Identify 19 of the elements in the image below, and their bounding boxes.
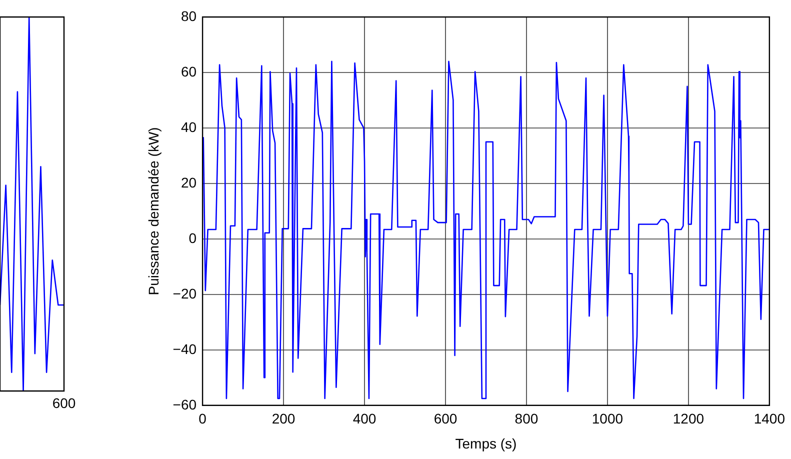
- y-tick-label: 0: [188, 230, 197, 246]
- x-tick-label: 800: [514, 410, 538, 427]
- y-tick-label: −40: [172, 340, 197, 357]
- text: 600: [52, 394, 76, 411]
- y-tick-label: −60: [172, 396, 197, 412]
- x-tick-label: 200: [272, 410, 296, 427]
- x-tick-label: 1200: [672, 410, 704, 427]
- x-tick-label: 1000: [592, 410, 624, 427]
- x-tick-label: 0: [198, 410, 207, 427]
- x-axis-title: Temps (s): [455, 435, 517, 452]
- y-axis-title: Puissance demandée (kW): [145, 127, 162, 296]
- y-tick-label: 60: [180, 63, 197, 80]
- x-tick-label: 400: [352, 410, 376, 427]
- y-tick-label: 80: [180, 8, 197, 24]
- y-tick-label: −20: [172, 285, 197, 302]
- y-tick-label: 40: [180, 118, 197, 135]
- y-tick-label: 20: [180, 174, 197, 190]
- x-tick-label: 600: [434, 410, 458, 427]
- x-tick-label: 1400: [754, 410, 786, 427]
